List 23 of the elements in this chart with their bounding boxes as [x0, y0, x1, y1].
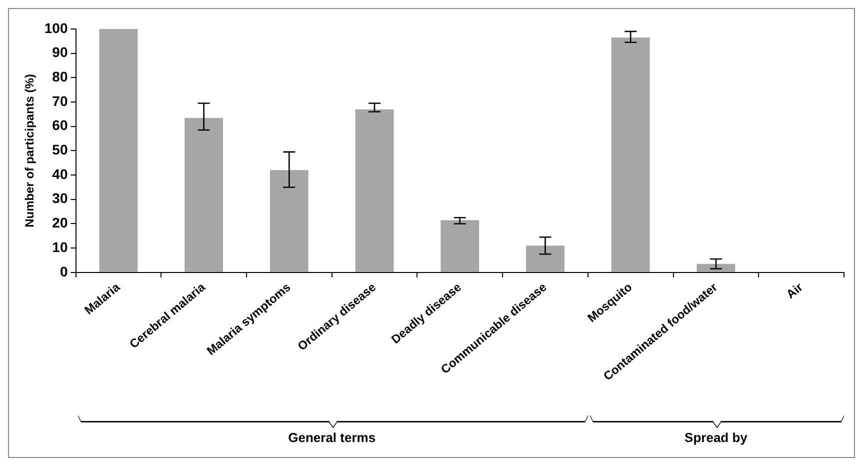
- y-axis-title: Number of participants (%): [22, 74, 37, 228]
- y-tick-label: 40: [52, 166, 68, 182]
- bar: [440, 220, 480, 272]
- y-tick-label: 50: [52, 142, 68, 158]
- bar: [696, 264, 736, 272]
- y-tick-label: 30: [52, 190, 68, 206]
- bar: [526, 246, 564, 272]
- bar: [355, 109, 394, 272]
- bar: [99, 29, 138, 272]
- y-tick-label: 80: [52, 68, 68, 85]
- text: General terms: [288, 430, 376, 446]
- text: Spread by: [684, 430, 748, 446]
- y-tick-label: 60: [52, 117, 68, 134]
- x-tick-label: Air: [784, 280, 806, 302]
- bar: [270, 170, 308, 272]
- y-tick-label: 10: [52, 238, 68, 255]
- bar: [184, 118, 224, 272]
- y-tick-label: 90: [52, 44, 68, 60]
- y-tick-label: 70: [52, 92, 68, 109]
- y-tick-label: 20: [52, 214, 68, 231]
- y-tick-label: 100: [44, 20, 68, 36]
- y-tick-label: 0: [60, 263, 68, 280]
- bar: [611, 38, 650, 272]
